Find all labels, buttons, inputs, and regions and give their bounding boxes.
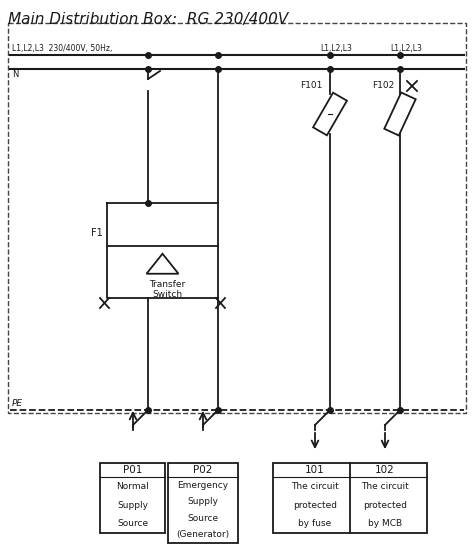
Text: Normal: Normal: [117, 482, 149, 491]
Text: protected: protected: [293, 500, 337, 509]
Text: 102: 102: [375, 465, 395, 475]
Text: Main Distribution Box:  RG 230/400V: Main Distribution Box: RG 230/400V: [8, 12, 288, 27]
Text: Supply: Supply: [118, 500, 148, 509]
Text: The circuit: The circuit: [361, 482, 409, 491]
Text: P01: P01: [123, 465, 143, 475]
Text: L1,L2,L3  230/400V, 50Hz,: L1,L2,L3 230/400V, 50Hz,: [12, 44, 112, 53]
Polygon shape: [313, 93, 347, 135]
Text: Emergency: Emergency: [177, 481, 228, 490]
Text: P02: P02: [193, 465, 213, 475]
Text: F101: F101: [300, 81, 322, 90]
Text: protected: protected: [363, 500, 407, 509]
Text: by MCB: by MCB: [368, 519, 402, 528]
Text: Source: Source: [187, 514, 219, 523]
Polygon shape: [384, 92, 416, 135]
Text: Transfer: Transfer: [149, 280, 186, 289]
Text: F1: F1: [91, 228, 103, 238]
Text: Source: Source: [118, 519, 148, 528]
Text: N: N: [12, 70, 18, 79]
Bar: [273, 463, 427, 533]
Text: The circuit: The circuit: [291, 482, 339, 491]
Text: by fuse: by fuse: [298, 519, 332, 528]
Bar: [168, 463, 238, 543]
Text: 101: 101: [305, 465, 325, 475]
Text: F102: F102: [372, 81, 394, 90]
Text: Supply: Supply: [188, 497, 219, 506]
Text: L1,L2,L3: L1,L2,L3: [390, 44, 422, 53]
Text: PE: PE: [12, 399, 23, 408]
Text: Switch: Switch: [153, 290, 182, 299]
Bar: [100, 463, 165, 533]
Text: L1,L2,L3: L1,L2,L3: [320, 44, 352, 53]
Text: (Generator): (Generator): [176, 530, 229, 539]
